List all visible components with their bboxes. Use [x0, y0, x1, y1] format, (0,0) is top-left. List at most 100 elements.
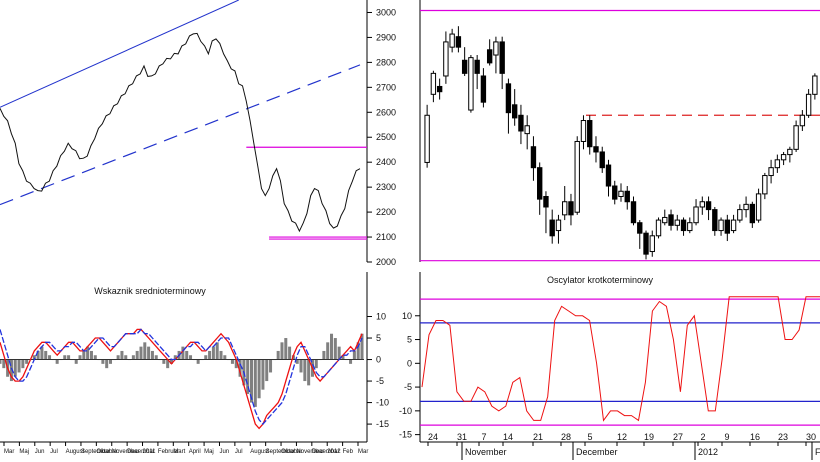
- indicator-x-tick-label: Jun: [219, 449, 229, 455]
- candle-body: [574, 140, 580, 213]
- indicator-histogram: [0, 333, 364, 407]
- indicator-histogram-bar: [143, 342, 147, 360]
- candle-body: [624, 190, 630, 203]
- indicator-panel: Wskaznik srednioterminowy 10 5 0 -5 -10 -15 M…: [0, 272, 389, 455]
- candlestick-panel: [419, 0, 820, 262]
- candle-body: [505, 83, 512, 114]
- indicator-x-tick-label: April: [189, 449, 201, 455]
- indicator-histogram-bar: [74, 359, 78, 364]
- indicator-histogram-bar: [295, 359, 299, 364]
- candlesticks: [424, 26, 818, 260]
- indicator-histogram-bar: [63, 355, 67, 360]
- oscillator-tick-label: 5: [407, 335, 412, 345]
- oscillator-x-ticks: 24 31 7 14 21 28 5 12 19 27 2 9 16 23 30 November Decemb…: [427, 432, 820, 460]
- oscillator-day-label: 23: [778, 432, 788, 442]
- indicator-histogram-bar: [219, 350, 223, 360]
- indicator-x-tick-label: 2012: [327, 449, 341, 455]
- indicator-histogram-bar: [204, 355, 208, 360]
- candle-body: [762, 175, 768, 195]
- indicator-histogram-bar: [48, 355, 52, 360]
- indicator-x-tick-label: Novembar: [112, 449, 140, 455]
- indicator-x-tick-label: Mar: [4, 449, 14, 455]
- oscillator-day-label: 31: [457, 432, 467, 442]
- candle-body: [612, 185, 618, 200]
- price-panel: 3000 2900 2800 2700 2600 2500 2400 2300 2200 2100…: [0, 0, 396, 267]
- indicator-histogram-bar: [82, 350, 86, 360]
- indicator-histogram-bar: [36, 350, 40, 360]
- price-tick-label: 2800: [376, 57, 396, 67]
- oscillator-day-label: 21: [533, 432, 543, 442]
- oscillator-day-label: 2: [700, 432, 705, 442]
- indicator-histogram-bar: [230, 359, 234, 364]
- indicator-histogram-bar: [189, 355, 193, 360]
- candle-body: [474, 59, 480, 74]
- candle-body: [768, 167, 774, 177]
- candle-body: [724, 219, 731, 234]
- oscillator-day-label: 27: [673, 432, 683, 442]
- candle-body: [730, 219, 737, 232]
- candle-body: [549, 219, 555, 237]
- indicator-series: [0, 328, 363, 430]
- indicator-histogram-bar: [333, 338, 337, 360]
- indicator-histogram-bar: [124, 355, 128, 360]
- indicator-x-tick-label: Mart: [173, 449, 185, 455]
- indicator-histogram-bar: [215, 342, 219, 360]
- indicator-histogram-bar: [139, 346, 143, 360]
- candle-body: [493, 41, 499, 56]
- price-tick-label: 2900: [376, 32, 396, 42]
- indicator-histogram-bar: [13, 359, 17, 377]
- candle-body: [699, 201, 705, 208]
- candle-body: [511, 104, 518, 119]
- candle-body: [693, 206, 699, 224]
- indicator-tick-label: 5: [376, 333, 381, 343]
- indicator-histogram-bar: [108, 359, 113, 364]
- candle-body: [537, 167, 543, 200]
- candle-body: [649, 235, 655, 253]
- indicator-histogram-bar: [299, 359, 303, 373]
- candle-body: [599, 151, 605, 169]
- price-line: [0, 32, 361, 233]
- indicator-histogram-bar: [356, 342, 360, 360]
- indicator-histogram-bar: [211, 346, 215, 360]
- price-tick-label: 2600: [376, 107, 396, 117]
- indicator-histogram-bar: [25, 359, 29, 364]
- indicator-histogram-bar: [360, 333, 364, 360]
- candle-body: [430, 72, 437, 95]
- indicator-histogram-bar: [173, 355, 177, 360]
- candle-body: [580, 120, 587, 142]
- indicator-histogram-bar: [67, 355, 71, 360]
- oscillator-month-label: December: [576, 447, 618, 457]
- indicator-histogram-bar: [17, 359, 21, 373]
- trend-channel-upper-line: [0, 0, 239, 108]
- candle-body: [605, 164, 612, 187]
- price-tick-label: 2100: [376, 232, 396, 242]
- candle-body: [543, 196, 549, 208]
- indicator-tick-label: 0: [376, 355, 381, 365]
- indicator-histogram-bar: [265, 359, 269, 382]
- candle-body: [687, 222, 693, 232]
- candle-body: [455, 36, 462, 48]
- trend-channel-lower-dashed-line: [0, 64, 361, 206]
- indicator-x-tick-label: Septembar: [266, 449, 295, 455]
- indicator-histogram-bar: [303, 359, 307, 382]
- price-axis-ticks: 3000 2900 2800 2700 2600 2500 2400 2300 2200 2100…: [367, 7, 396, 267]
- indicator-x-tick-label: Novembar: [296, 449, 324, 455]
- indicator-histogram-bar: [257, 359, 261, 399]
- candle-body: [449, 33, 455, 48]
- candles-horizontal-levels: [420, 9, 820, 262]
- indicator-histogram-bar: [101, 359, 105, 364]
- oscillator-levels: [420, 298, 820, 426]
- indicator-histogram-bar: [349, 359, 353, 364]
- oscillator-day-label: 9: [724, 432, 729, 442]
- indicator-histogram-bar: [105, 359, 109, 369]
- indicator-histogram-bar: [86, 346, 90, 360]
- candle-body: [755, 193, 762, 221]
- candle-body: [799, 114, 806, 127]
- indicator-histogram-bar: [276, 350, 280, 360]
- price-tick-label: 3000: [376, 7, 396, 17]
- oscillator-month-label: 2012: [698, 447, 718, 457]
- indicator-x-tick-label: Februar: [158, 449, 179, 455]
- indicator-histogram-bar: [154, 355, 158, 360]
- candle-body: [662, 216, 668, 224]
- candle-body: [780, 154, 787, 161]
